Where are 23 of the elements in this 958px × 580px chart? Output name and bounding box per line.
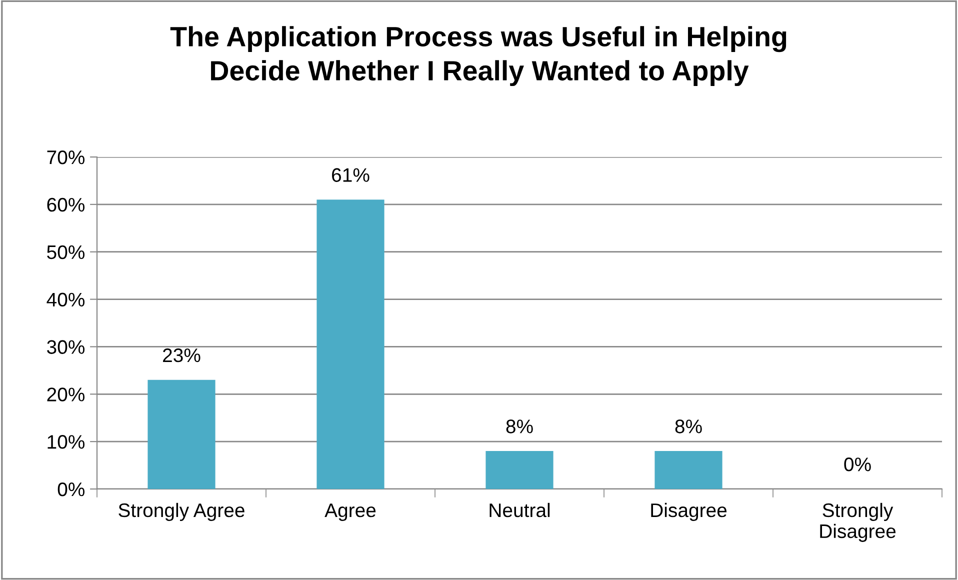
y-tick-label: 0% [58, 482, 85, 496]
y-tick-label: 20% [47, 388, 85, 402]
data-label: 8% [675, 420, 702, 434]
data-label: 61% [332, 168, 370, 182]
bar [316, 200, 384, 489]
data-label: 0% [844, 458, 871, 472]
y-tick-label: 40% [46, 292, 85, 307]
bar [486, 451, 554, 489]
chart-title: The Application Process was Useful in Helping Decide Whether I Really Wanted to Apply [170, 26, 786, 86]
x-tick-label: Neutral [490, 502, 550, 518]
x-tick-label: Strongly Agree [118, 502, 244, 522]
x-tick-label: Agree [324, 504, 376, 522]
y-tick-label: 70% [47, 150, 85, 164]
x-tick-label: Strongly Disagree [820, 502, 896, 542]
y-tick-label: 50% [47, 245, 85, 260]
data-label: 8% [506, 420, 533, 434]
x-tick-label: Disagree [651, 502, 727, 522]
y-tick-label: 10% [48, 435, 85, 449]
y-tick-label: 60% [47, 198, 85, 212]
bar [654, 451, 722, 489]
y-tick-label: 30% [47, 340, 85, 354]
bar [148, 380, 216, 489]
data-label: 23% [163, 348, 200, 362]
